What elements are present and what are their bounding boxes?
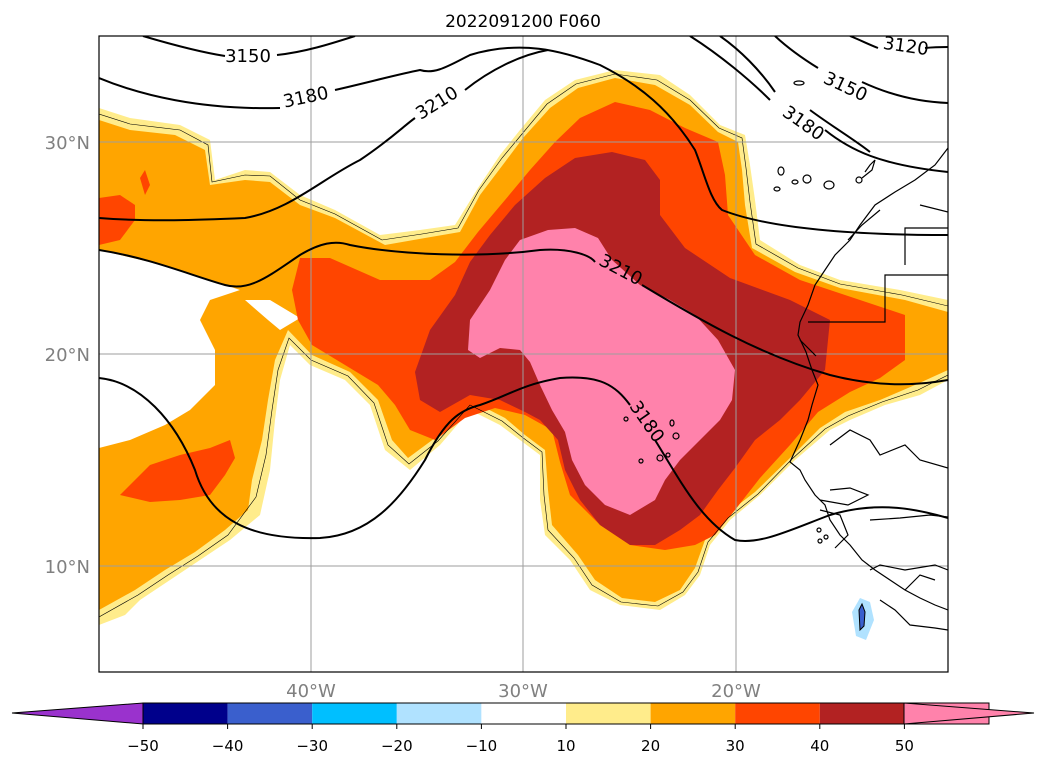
colorbar-tick-label: 10: [556, 737, 575, 755]
colorbar-tick-label: −50: [127, 737, 159, 755]
colorbar-segment: [735, 703, 820, 724]
colorbar-tick-label: 40: [810, 737, 829, 755]
lat-labels: 30°N 20°N 10°N: [45, 133, 90, 578]
colorbar-tick-label: 20: [641, 737, 660, 755]
anomaly-cold-spot: [852, 598, 874, 640]
colorbar-segment: [481, 703, 566, 724]
lon-label: 30°W: [498, 681, 548, 702]
colorbar-tick-label: 50: [895, 737, 914, 755]
map-content: 3150 3180 3210 3120 3150 3180 3210 3180: [99, 36, 948, 672]
colorbar-segments: [142, 702, 990, 725]
lon-labels: 40°W 30°W 20°W: [286, 681, 761, 702]
contour-label: 3150: [225, 46, 271, 67]
lon-label: 40°W: [286, 681, 336, 702]
colorbar-tick-label: −40: [212, 737, 244, 755]
colorbar-tick-label: 30: [726, 737, 745, 755]
islands: [623, 80, 863, 544]
colorbar-segment: [227, 703, 313, 724]
colorbar-tick-label: −10: [466, 737, 498, 755]
anomaly-outline-south: [99, 337, 948, 618]
map-frame: [98, 35, 949, 673]
colorbar-extend-high: [903, 702, 1035, 725]
lat-label: 10°N: [45, 557, 90, 578]
anomaly-outline: [99, 73, 948, 307]
colorbar-tick-label: −30: [296, 737, 328, 755]
colorbar-segment: [819, 703, 905, 724]
colorbar-segment: [650, 703, 736, 724]
colorbar-extend-low: [11, 702, 144, 725]
colorbar-segment: [312, 703, 397, 724]
lon-label: 20°W: [711, 681, 761, 702]
colorbar-tick-label: −20: [381, 737, 413, 755]
anomaly-gap: [99, 250, 300, 448]
colorbar-segment: [143, 703, 228, 724]
colorbar-segment: [566, 703, 651, 724]
colorbar-segment: [396, 703, 482, 724]
colorbar-ticks: −50 −40 −30 −20 −10 10 20 30 40 50: [127, 724, 914, 755]
lat-label: 20°N: [45, 345, 90, 366]
height-contours: [99, 36, 948, 542]
map-title: 2022091200 F060: [445, 12, 601, 32]
lat-label: 30°N: [45, 133, 90, 154]
colorbar: −50 −40 −30 −20 −10 10 20 30 40 50: [11, 702, 1035, 755]
